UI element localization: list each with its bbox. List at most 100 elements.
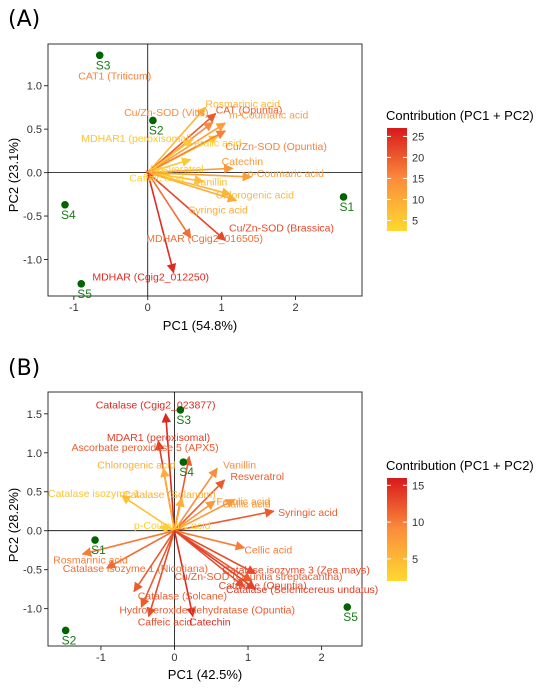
variable-label: Vanillin xyxy=(223,459,256,471)
panel-label-b: (B) xyxy=(8,356,40,381)
loading-arrow xyxy=(174,508,275,532)
loading-arrow xyxy=(161,412,176,531)
sample-label: S3 xyxy=(176,413,191,427)
variable-label: Catalase isozyme 1 xyxy=(48,488,140,500)
x-tick-label: -1 xyxy=(96,652,106,664)
legend-tick-label: 10 xyxy=(412,194,424,206)
legend-tick-label: 5 xyxy=(412,215,418,227)
variable-label: Cu/Zn-SOD (Brassica) xyxy=(229,223,334,235)
loading-arrow xyxy=(146,172,177,274)
variable-label: Hydroperoxide dehydratase (Opuntia) xyxy=(119,604,295,616)
sample-label: S2 xyxy=(149,123,164,137)
y-tick-label: -0.5 xyxy=(23,211,42,223)
x-tick-label: 1 xyxy=(219,302,225,314)
loading-arrow xyxy=(173,479,226,532)
variable-label: p-Coumaric acid xyxy=(247,168,324,180)
variable-label: Chlorogenic acid xyxy=(97,459,175,471)
loading-arrow xyxy=(147,106,207,174)
x-axis-title-a: PC1 (54.8%) xyxy=(163,318,237,333)
y-axis-title-a: PC2 (23.1%) xyxy=(6,138,21,212)
panel-a: (A) -1 0 1 2 -1.0 -0.5 0.0 0.5 1.0 CAT1 (Triticum… xyxy=(6,7,534,333)
legend-tick-label: 15 xyxy=(412,173,424,185)
variable-label: m-Coumaric acid xyxy=(229,110,309,122)
loading-arrow xyxy=(158,524,175,534)
legend-title-a: Contribution (PC1 + PC2) xyxy=(386,108,534,123)
variable-label: Gallic acid xyxy=(222,498,271,510)
variable-label: MDHAR (Cgig2_012250) xyxy=(92,271,209,283)
legend-tick-label: 20 xyxy=(412,152,424,164)
variable-label: CAT1 (Triticum) xyxy=(78,71,151,83)
legend-tick-label: 25 xyxy=(412,131,424,143)
variable-label: Caffeic acid xyxy=(129,172,184,184)
sample-point xyxy=(61,626,70,635)
sample-label: S3 xyxy=(96,58,111,72)
loading-arrow xyxy=(140,530,176,608)
y-tick-label: -1.0 xyxy=(23,255,42,267)
x-tick-label: 2 xyxy=(318,652,324,664)
y-tick-label: -1.0 xyxy=(23,604,42,616)
loading-arrow xyxy=(174,500,216,532)
variable-label: Cu/Zn-SOD (Vitis) xyxy=(124,107,208,119)
variable-label: CAT (Opuntia) xyxy=(216,105,283,117)
variable-label: Rosmarinic acid xyxy=(205,98,280,110)
loading-arrow xyxy=(146,530,176,618)
sample-point xyxy=(179,458,188,466)
variable-label: Catalase (Solcane) xyxy=(138,590,227,602)
variable-label: MDHAR (Cgig2_016505) xyxy=(146,233,263,245)
sample-label: S1 xyxy=(340,200,355,214)
loading-arrow xyxy=(147,172,227,242)
variable-label: Vanillin xyxy=(194,177,227,189)
loading-arrow xyxy=(147,171,253,182)
variable-label: p-Coumaric acid xyxy=(134,520,211,532)
variable-label: Catechin xyxy=(222,156,264,168)
y-tick-label: 0.0 xyxy=(27,168,42,180)
variable-label: Resveratrol xyxy=(230,471,284,483)
legend-a: Contribution (PC1 + PC2) 5 10 15 20 25 xyxy=(386,108,534,231)
plot-frame xyxy=(47,43,363,297)
y-tick-label: 1.0 xyxy=(27,81,42,93)
loading-arrow xyxy=(147,138,193,174)
y-tick-label: -0.5 xyxy=(23,565,42,577)
variable-label: Catalase isozyme 1 (Nicotiana) xyxy=(63,563,208,575)
biplot-a: -1 0 1 2 -1.0 -0.5 0.0 0.5 1.0 CAT1 (Triticum) Ros… xyxy=(23,43,363,314)
sample-point xyxy=(149,116,157,125)
legend-tick-label: 10 xyxy=(412,517,424,529)
x-tick-label: 0 xyxy=(171,652,177,664)
sample-label: S5 xyxy=(343,610,358,624)
y-tick-label: 0.5 xyxy=(27,124,42,136)
sample-point xyxy=(176,406,185,414)
loading-arrow xyxy=(147,157,192,174)
variable-label: Cu/Zn-SOD (Opuntia) xyxy=(225,141,327,153)
variable-label: MDAR1 (peroxisomal) xyxy=(107,432,210,444)
y-axis-title-b: PC2 (28.2%) xyxy=(6,488,21,562)
loading-arrow xyxy=(174,529,257,575)
legend-colorbar-b xyxy=(387,478,407,581)
variable-label: Cellic acid xyxy=(244,544,292,556)
sample-point xyxy=(77,280,86,288)
variable-label: Ferulic acid xyxy=(188,138,242,150)
loading-arrow xyxy=(174,529,246,551)
biplot-b: -1 0 1 2 -1.0 -0.5 0.0 0.5 1.0 1.5 Catalase (Cgig2… xyxy=(23,391,378,664)
legend-title-b: Contribution (PC1 + PC2) xyxy=(386,458,534,473)
variable-label: Resveratrol xyxy=(150,164,204,176)
sample-label: S5 xyxy=(77,287,92,301)
panel-b: (B) -1 0 1 2 -1.0 -0.5 0.0 0.5 1.0 1.5 Catalase (C… xyxy=(6,356,534,682)
loading-arrow xyxy=(173,530,196,618)
legend-tick-label: 5 xyxy=(412,554,418,566)
plot-frame xyxy=(47,391,363,647)
variable-label: Rosmarinic acid xyxy=(53,554,128,566)
sample-label: S4 xyxy=(61,208,76,222)
y-tick-label: 0.0 xyxy=(27,526,42,538)
legend-ticks-a: 5 10 15 20 25 xyxy=(387,131,424,227)
sample-label: S2 xyxy=(62,633,77,647)
variable-label: MDHAR1 (peroxisomal) xyxy=(81,133,192,145)
loading-arrow xyxy=(160,467,176,531)
variable-label: Catalase isozyme 3 (Zea mays) xyxy=(222,565,370,577)
loading-arrow xyxy=(133,530,176,593)
legend-colorbar-a xyxy=(387,128,407,231)
variable-label: Syringic acid xyxy=(278,507,338,519)
y-tick-label: 1.0 xyxy=(27,448,42,460)
variable-label: Catechin xyxy=(189,617,231,629)
variable-label: Caffeic acid xyxy=(138,617,193,629)
